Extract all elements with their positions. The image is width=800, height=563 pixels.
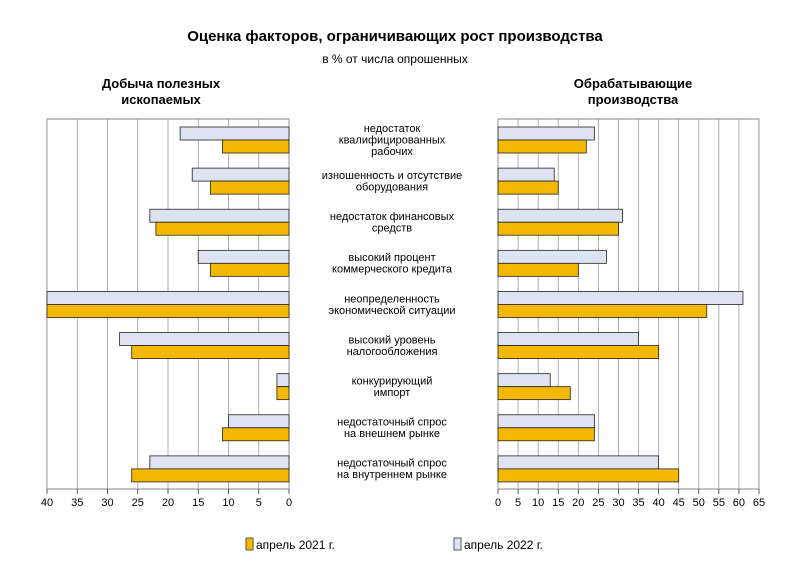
right-panel-title-line-2: производства (588, 92, 679, 107)
left-bar-apr2022 (228, 414, 290, 429)
right-bar-apr2021 (497, 139, 587, 154)
left-tick-label: 0 (286, 497, 292, 509)
left-bar-apr2021 (131, 345, 290, 359)
right-bar-apr2022 (497, 455, 660, 470)
right-tick-label: 20 (572, 497, 584, 509)
category-label: высокий процент (348, 252, 435, 264)
right-bar-apr2022 (497, 291, 744, 305)
left-panel-title-line-2: ископаемых (121, 92, 201, 107)
category-label: высокий уровень (349, 334, 436, 346)
right-tick-label: 10 (532, 497, 544, 509)
chart-subtitle: в % от числа опрошенных (322, 52, 468, 66)
right-bar-apr2021 (497, 304, 708, 318)
left-bar-apr2021 (222, 139, 290, 154)
chart-title: Оценка факторов, ограничивающих рост про… (187, 28, 603, 45)
left-bar-apr2022 (149, 208, 290, 223)
left-panel-title-line-1: Добыча полезных (102, 76, 221, 91)
category-label: недостаточный спрос (337, 417, 447, 429)
legend: апрель 2021 г. апрель 2022 г. (245, 537, 543, 552)
category-label: экономической ситуации (328, 305, 455, 317)
right-tick-label: 25 (592, 497, 604, 509)
left-tick-label: 10 (222, 497, 234, 509)
right-bar-apr2022 (497, 208, 623, 223)
right-bar-apr2021 (497, 427, 595, 442)
left-panel: 40 35 30 25 20 15 10 5 0 (41, 118, 292, 509)
right-bar-apr2022 (497, 332, 639, 346)
category-label: коммерческого кредита (332, 264, 453, 276)
left-tick-label: 30 (101, 497, 113, 509)
right-tick-label: 15 (552, 497, 564, 509)
left-tick-label: 35 (71, 497, 83, 509)
left-bar-apr2022 (276, 373, 290, 388)
left-bar-apr2021 (209, 262, 290, 277)
left-bar-apr2022 (46, 291, 290, 305)
right-bar-apr2022 (497, 414, 595, 429)
right-bar-apr2022 (497, 126, 595, 141)
right-bar-apr2022 (497, 373, 551, 388)
right-bar-apr2021 (497, 468, 680, 483)
left-bar-apr2022 (149, 455, 290, 470)
category-label: импорт (374, 387, 411, 399)
left-bar-apr2022 (191, 167, 290, 182)
right-tick-label: 5 (515, 497, 521, 509)
legend-swatch-apr2021 (245, 537, 254, 551)
right-tick-label: 60 (733, 497, 745, 509)
category-label: конкурирующий (352, 375, 433, 387)
right-tick-label: 55 (713, 497, 725, 509)
category-label: на внешнем рынке (344, 428, 440, 440)
left-bar-apr2021 (46, 304, 290, 318)
right-bar-apr2021 (497, 180, 559, 195)
right-tick-label: 0 (495, 497, 501, 509)
left-tick-label: 25 (132, 497, 144, 509)
category-label: недостаток (364, 123, 421, 135)
right-bar-apr2021 (497, 262, 579, 277)
plot-area: 40 35 30 25 20 15 10 5 0 0 5 10 15 20 25 30 35 40 45 50 55 60… (41, 118, 765, 509)
category-label: изношенность и отсутствие (322, 170, 462, 182)
category-label: на внутреннем рынке (337, 469, 447, 481)
category-label: средств (372, 223, 412, 235)
left-tick-label: 20 (162, 497, 174, 509)
category-label: квалифицированных (339, 135, 446, 147)
right-bar-apr2021 (497, 345, 660, 359)
category-label: оборудования (356, 181, 428, 193)
category-label: рабочих (371, 146, 413, 158)
left-bar-apr2021 (209, 180, 290, 195)
left-bar-apr2022 (119, 332, 290, 346)
left-tick-label: 5 (256, 497, 262, 509)
right-tick-label: 40 (652, 497, 664, 509)
right-bar-apr2021 (497, 386, 571, 401)
legend-label-apr2022: апрель 2022 г. (464, 538, 543, 552)
category-label: налогообложения (347, 346, 438, 358)
right-tick-label: 45 (673, 497, 685, 509)
left-bar-apr2021 (131, 468, 290, 483)
category-label: неопределенность (344, 293, 440, 305)
legend-label-apr2021: апрель 2021 г. (256, 538, 335, 552)
category-label: недостаточный спрос (337, 458, 447, 470)
right-panel: 0 5 10 15 20 25 30 35 40 45 50 55 60 65 (495, 118, 765, 509)
right-tick-label: 35 (632, 497, 644, 509)
left-bar-apr2021 (276, 386, 290, 401)
right-bar-apr2022 (497, 167, 555, 182)
left-bar-apr2021 (155, 221, 290, 236)
right-bar-apr2022 (497, 249, 607, 264)
right-tick-label: 30 (612, 497, 624, 509)
left-tick-label: 15 (192, 497, 204, 509)
left-tick-label: 40 (41, 497, 53, 509)
left-bar-apr2021 (222, 427, 290, 442)
left-bar-apr2022 (197, 249, 290, 264)
right-bar-apr2021 (497, 221, 619, 236)
right-panel-title-line-1: Обрабатывающие (574, 76, 692, 91)
right-tick-label: 50 (693, 497, 705, 509)
legend-swatch-apr2022 (453, 537, 462, 551)
right-tick-label: 65 (753, 497, 765, 509)
category-label: недостаток финансовых (330, 211, 455, 223)
left-bar-apr2022 (179, 126, 290, 141)
